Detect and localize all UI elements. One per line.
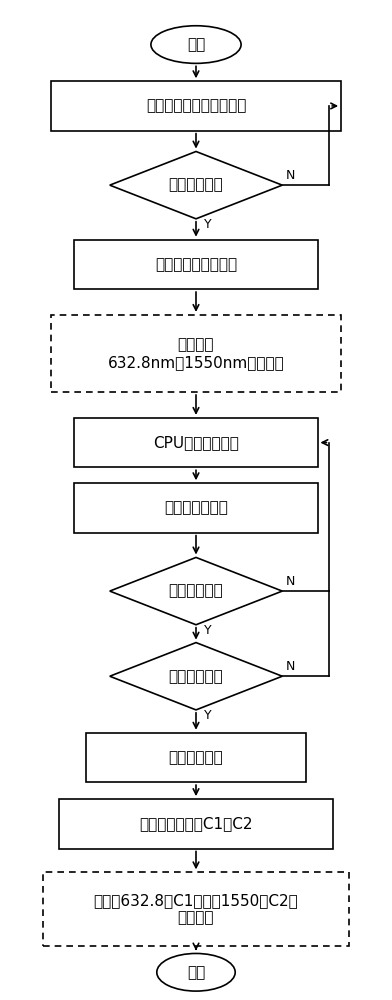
Polygon shape <box>110 557 282 625</box>
FancyBboxPatch shape <box>43 872 349 946</box>
FancyBboxPatch shape <box>74 418 318 467</box>
Text: 利用（632.8，C1）和（1550，C2）
解方程组: 利用（632.8，C1）和（1550，C2） 解方程组 <box>94 893 298 925</box>
Ellipse shape <box>157 953 235 991</box>
Ellipse shape <box>151 26 241 63</box>
Text: Y: Y <box>204 624 212 637</box>
Text: 有光被测出？: 有光被测出？ <box>169 584 223 599</box>
FancyBboxPatch shape <box>51 81 341 131</box>
Text: 检测编码器索引脉冲信号: 检测编码器索引脉冲信号 <box>146 98 246 113</box>
Text: 峰值光功率？: 峰值光功率？ <box>169 669 223 684</box>
FancyBboxPatch shape <box>59 799 333 849</box>
Text: N: N <box>286 660 296 673</box>
FancyBboxPatch shape <box>51 315 341 392</box>
Polygon shape <box>110 151 282 219</box>
Text: 编码器递增计数: 编码器递增计数 <box>164 500 228 515</box>
Text: 将光栅转动至索引孔: 将光栅转动至索引孔 <box>155 257 237 272</box>
Text: N: N <box>286 169 296 182</box>
Text: 是否检测到？: 是否检测到？ <box>169 178 223 193</box>
FancyBboxPatch shape <box>74 483 318 533</box>
Text: 分别接入
632.8nm和1550nm激光光源: 分别接入 632.8nm和1550nm激光光源 <box>108 337 284 370</box>
Text: CPU控制电机转动: CPU控制电机转动 <box>153 435 239 450</box>
Polygon shape <box>110 643 282 710</box>
Text: 开始: 开始 <box>187 37 205 52</box>
Text: Y: Y <box>204 709 212 722</box>
Text: N: N <box>286 575 296 588</box>
Text: 记录编码器读数C1和C2: 记录编码器读数C1和C2 <box>139 816 253 831</box>
Text: 结束: 结束 <box>187 965 205 980</box>
Text: Y: Y <box>204 218 212 231</box>
Text: 电机停止转动: 电机停止转动 <box>169 750 223 765</box>
FancyBboxPatch shape <box>86 733 306 782</box>
FancyBboxPatch shape <box>74 240 318 289</box>
